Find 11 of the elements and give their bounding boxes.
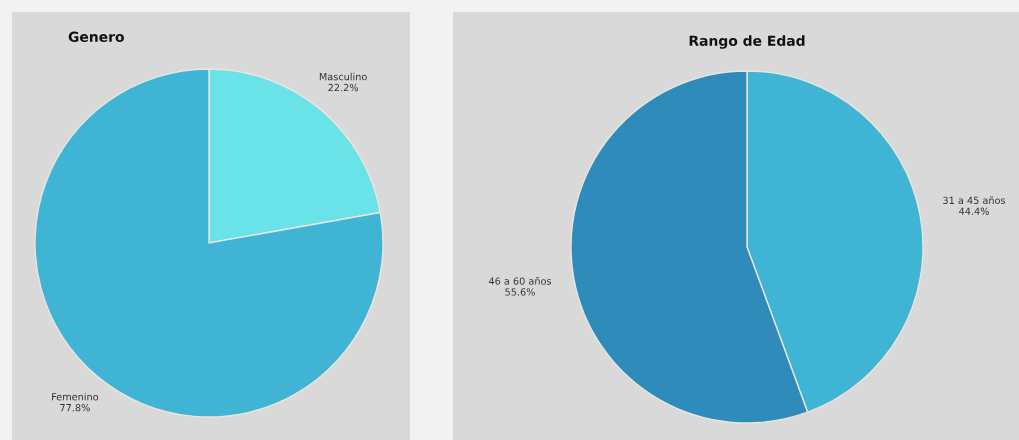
slice-label: 31 a 45 años xyxy=(943,196,1006,205)
data-label: 77.8% xyxy=(60,403,90,412)
chart-title: Rango de Edad xyxy=(689,35,805,49)
data-label: 55.6% xyxy=(505,288,535,296)
slice-label: Masculino xyxy=(319,72,367,81)
slice-label: Femenino xyxy=(52,392,99,401)
pie-slice xyxy=(34,68,384,418)
slice-label: 46 a 60 años xyxy=(488,277,552,285)
data-label: 22.2% xyxy=(328,83,359,92)
data-label: 44.4% xyxy=(959,207,989,215)
chart-title: Genero xyxy=(68,31,124,43)
